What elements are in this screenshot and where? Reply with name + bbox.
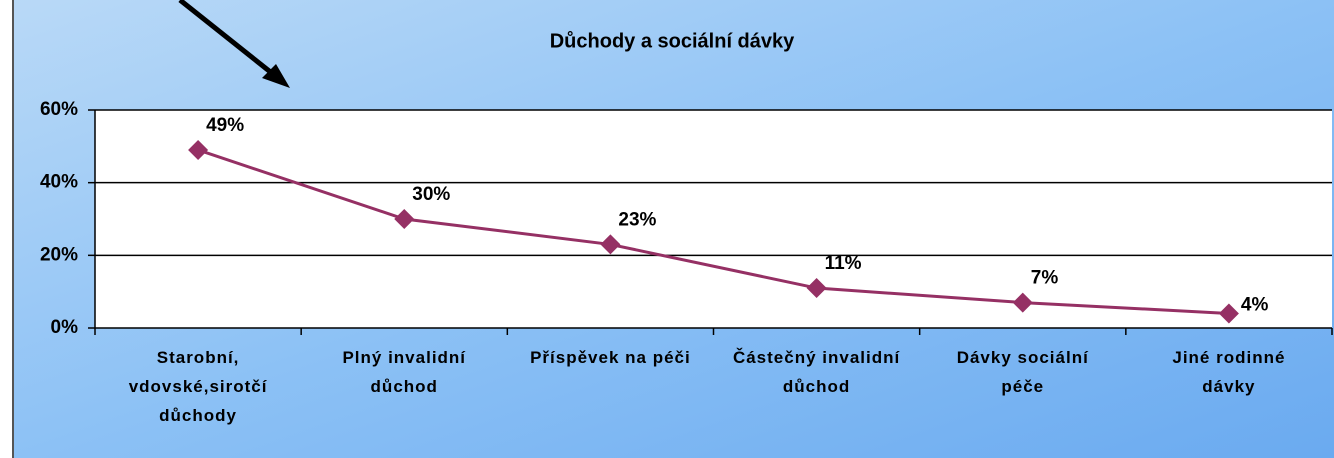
marker	[188, 139, 209, 160]
data-label: 4%	[1241, 294, 1269, 315]
marker	[1218, 303, 1239, 324]
data-label: 23%	[618, 209, 656, 230]
line	[197, 148, 1229, 315]
plot-area	[95, 110, 1332, 328]
marker	[600, 234, 621, 255]
arrow-head	[262, 64, 290, 88]
data-label: 11%	[825, 253, 862, 274]
x-tick-label: Příspěvek na péči	[530, 348, 691, 367]
arrow-shaft	[178, 0, 280, 80]
data-label: 7%	[1031, 268, 1059, 289]
y-tick-label: 0%	[51, 317, 79, 338]
marker	[806, 278, 827, 299]
data-label: 30%	[412, 184, 450, 205]
x-tick-label: Jiné rodinné dávky	[1172, 348, 1286, 396]
y-tick-label: 40%	[40, 172, 78, 193]
y-tick-label: 20%	[40, 244, 78, 265]
x-tick-label: Plný invalidní důchod	[342, 348, 467, 396]
x-tick-label: Starobní, vdovské,sirotčí důchody	[128, 348, 268, 425]
x-tick-label: Dávky sociální péče	[956, 348, 1089, 396]
data-label: 49%	[206, 115, 244, 136]
marker	[394, 209, 415, 229]
x-tick-label: Částečný invalidní důchod	[732, 348, 901, 396]
chart-title: Důchody a sociální dávky	[550, 30, 795, 52]
y-tick-label: 60%	[40, 99, 78, 120]
marker	[1012, 292, 1033, 313]
